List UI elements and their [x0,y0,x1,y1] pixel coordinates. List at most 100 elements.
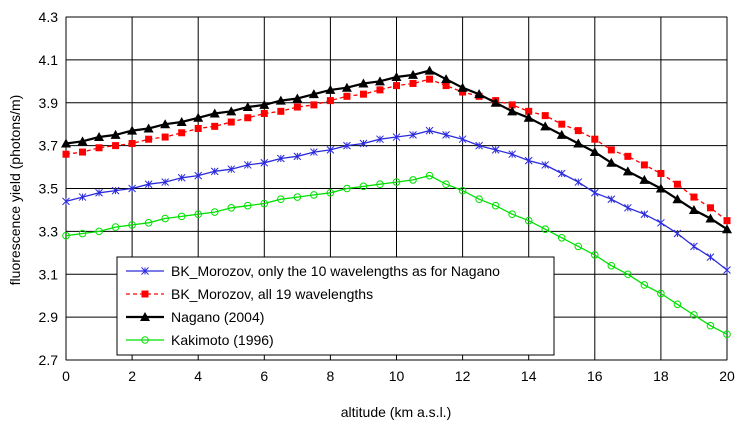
data-point [177,173,186,182]
data-point [508,101,516,109]
data-point [259,99,270,109]
data-point [128,221,136,229]
data-point [623,203,632,212]
data-point [326,188,335,197]
x-tick-label: 8 [327,368,335,384]
data-point [391,72,402,82]
data-point [591,135,599,143]
data-point [143,123,154,133]
series-0 [62,126,731,274]
data-point [655,183,666,193]
data-point [673,300,682,309]
data-point [690,311,698,319]
data-point [589,147,600,157]
data-point [392,133,401,141]
data-point [458,186,467,195]
data-point [310,191,318,199]
data-point [606,157,617,167]
data-point [541,112,549,120]
data-point [673,229,682,238]
data-point [376,135,384,144]
data-point [639,174,650,184]
data-point [640,161,648,169]
data-point [507,106,518,116]
data-point [640,281,649,289]
data-point [590,188,599,197]
x-tick-label: 16 [587,368,603,384]
y-tick-label: 3.9 [39,95,59,111]
x-tick-label: 10 [389,368,405,384]
data-point [523,112,534,122]
y-tick-label: 3.3 [39,223,59,239]
x-tick-label: 18 [653,368,669,384]
data-point [310,148,318,156]
data-point [706,321,715,330]
data-point [128,184,136,193]
data-point [260,109,268,117]
data-point [706,253,715,261]
data-point [426,75,434,83]
y-tick-label: 2.9 [39,309,59,325]
y-tick-label: 4.1 [39,52,59,68]
data-point [540,121,551,131]
data-point [376,86,384,94]
x-axis-ticks: 0 2 4 6 8 10 12 14 16 18 20 [62,368,735,384]
data-point [194,171,203,180]
data-point [293,152,302,161]
data-point [161,178,170,186]
legend-label: Nagano (2004) [171,309,264,325]
y-axis-label: fluorescence yield (photons/m) [7,95,23,286]
data-point [78,229,87,238]
series-1 [62,75,731,225]
data-point [441,74,452,84]
data-point [556,129,567,139]
x-tick-label: 20 [719,368,735,384]
data-point [178,129,186,137]
y-axis-ticks: 2.7 2.9 3.1 3.3 3.5 3.7 3.9 4.1 4.3 [39,9,59,368]
data-point [226,106,237,116]
data-point [243,201,252,210]
data-point [574,178,583,186]
data-point [95,188,103,197]
x-tick-label: 14 [521,368,537,384]
data-point [508,210,516,219]
data-point [442,82,450,90]
data-point [657,218,665,227]
data-point [244,114,252,122]
data-point [110,129,121,139]
data-point [425,126,434,135]
y-tick-label: 3.7 [39,138,59,154]
legend: BK_Morozov, only the 10 wavelengths as f… [116,256,555,356]
data-point [672,194,683,204]
data-point [227,165,236,174]
x-tick-label: 2 [128,368,136,384]
x-axis-label: altitude (km a.s.l.) [341,404,451,420]
data-point [211,122,219,130]
data-point [442,180,450,189]
data-point [409,79,417,87]
data-point [409,176,417,184]
data-point [326,97,334,105]
data-point [145,135,153,143]
data-point [722,224,732,234]
data-point [374,76,385,86]
data-point [243,161,252,169]
data-point [62,150,70,158]
data-point [293,193,302,201]
data-point [358,78,369,88]
data-point [62,197,70,206]
data-point [310,101,318,109]
data-point [194,124,202,132]
data-point [673,180,681,188]
data-point [144,219,153,227]
data-point [622,166,633,176]
legend-box [116,256,555,356]
data-point [573,138,584,148]
data-point [690,193,698,201]
data-point [161,214,169,223]
y-tick-label: 3.5 [39,181,59,197]
data-point [359,139,368,148]
legend-swatch-marker [141,336,149,344]
data-point [574,127,582,135]
data-point [459,88,467,96]
